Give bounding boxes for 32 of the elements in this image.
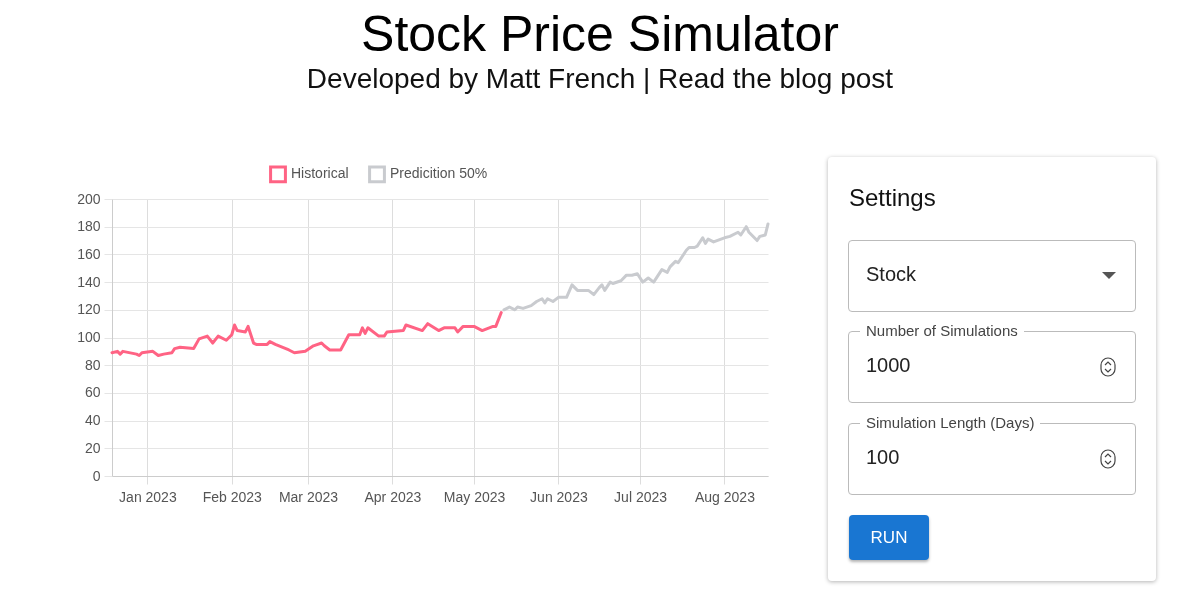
y-tick-label: 140	[77, 273, 101, 290]
x-tick-label: Mar 2023	[278, 488, 339, 505]
x-tick-label: Apr 2023	[364, 488, 422, 505]
y-tick-label: 200	[77, 190, 101, 207]
x-tick-label: Aug 2023	[694, 488, 756, 505]
y-tick-label: 0	[92, 467, 101, 484]
y-tick-label: 180	[77, 218, 101, 235]
chart-title: Stock Price Simulator	[360, 6, 840, 62]
chart-subtitle: Developed by Matt French | Read the blog post	[305, 62, 895, 96]
y-tick-label: 100	[77, 329, 101, 345]
x-tick-label: May 2023	[443, 488, 506, 505]
text: Simulation Length (Days)	[860, 414, 1041, 431]
text: Number of Simulations	[860, 322, 1024, 339]
legend-label: Historical	[291, 165, 349, 182]
x-tick-label: Jul 2023	[614, 488, 668, 505]
y-tick-label: 80	[84, 356, 101, 373]
text: 100	[866, 446, 900, 469]
y-tick-label: 60	[84, 384, 101, 401]
text: RUN	[849, 515, 929, 560]
x-tick-label: Jun 2023	[530, 488, 588, 505]
x-tick-label: Jan 2023	[119, 488, 177, 505]
line-series	[502, 222, 770, 312]
y-tick-label: 40	[84, 412, 101, 429]
y-tick-label: 160	[77, 245, 101, 262]
line-series	[110, 311, 503, 358]
text: Stock	[866, 263, 917, 286]
text: Settings	[849, 184, 936, 212]
y-tick-label: 120	[77, 301, 101, 318]
legend-label: Predicition 50%	[390, 165, 488, 182]
x-tick-label: Feb 2023	[202, 488, 263, 505]
y-tick-label: 20	[84, 439, 101, 456]
text: 1000	[866, 354, 911, 377]
